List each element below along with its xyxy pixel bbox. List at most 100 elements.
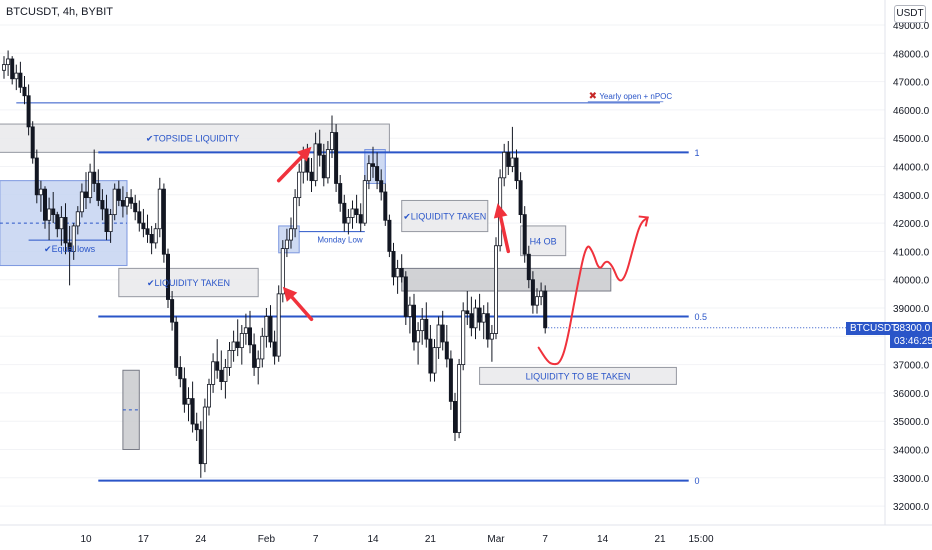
- candle-body: [18, 72, 23, 88]
- time-tick-label: 17: [138, 534, 150, 545]
- zone-label: LIQUIDITY TO BE TAKEN: [526, 371, 631, 381]
- time-tick-label: 7: [313, 534, 319, 545]
- candle-body: [407, 304, 412, 317]
- candle-body: [502, 151, 507, 179]
- candle-body: [63, 217, 68, 244]
- candle-body: [239, 333, 244, 349]
- arrow-head: [493, 203, 508, 219]
- candle-body: [190, 398, 195, 425]
- arrows: [276, 146, 511, 322]
- candle-body: [293, 197, 298, 230]
- time-tick-label: Feb: [258, 534, 276, 545]
- fib-level-label: 1: [694, 148, 699, 158]
- candle-body: [227, 350, 232, 368]
- price-tick-label: 34000.0: [893, 446, 930, 457]
- price-tick-label: 32000.0: [893, 502, 930, 513]
- candle-body: [276, 293, 281, 357]
- symbol-title: BTCUSDT, 4h, BYBIT: [6, 6, 113, 18]
- candle-body: [272, 341, 277, 357]
- candle-body: [428, 338, 433, 374]
- candle-body: [518, 180, 523, 216]
- candle-body: [178, 367, 183, 380]
- candle-body: [137, 211, 142, 224]
- candle-body: [206, 384, 211, 408]
- candle-body: [14, 72, 19, 80]
- arrow-head: [296, 146, 312, 162]
- zone-label: ✔LIQUIDITY TAKEN: [403, 212, 486, 222]
- candle-body: [481, 313, 486, 323]
- arrow-shaft: [498, 215, 511, 254]
- zone-labels: ✔TOPSIDE LIQUIDITY ✔Equal lows ✔LIQUIDITY …: [44, 91, 707, 486]
- candle-body: [51, 208, 56, 216]
- candle-body: [96, 183, 101, 201]
- candle-body: [514, 157, 519, 182]
- time-tick-label: 14: [367, 534, 379, 545]
- arrow-head: [282, 286, 298, 302]
- price-tick-label: 45000.0: [893, 134, 930, 145]
- candle-body: [47, 208, 52, 221]
- candle-body: [145, 228, 150, 235]
- zone-label: ✔LIQUIDITY TAKEN: [147, 278, 230, 288]
- currency-button[interactable]: USDT: [894, 5, 926, 23]
- candle-body: [325, 149, 330, 179]
- projection: [537, 215, 649, 366]
- candle-body: [350, 208, 355, 218]
- candle-body: [477, 307, 482, 323]
- candle-body: [362, 180, 367, 224]
- time-tick-label: 21: [425, 534, 437, 545]
- candles: [2, 50, 548, 478]
- candle-body: [461, 310, 466, 365]
- candle-body: [129, 197, 134, 204]
- candle-body: [157, 188, 162, 230]
- candle-body: [469, 313, 474, 329]
- candle-body: [215, 361, 220, 371]
- time-tick-label: 10: [80, 534, 92, 545]
- candle-body: [256, 358, 261, 368]
- candle-body: [297, 171, 302, 199]
- candle-body: [174, 321, 179, 368]
- price-axis[interactable]: 49000.0 48000.0 47000.0 46000.0 45000.0 44000…: [884, 0, 930, 525]
- candle-body: [288, 228, 293, 241]
- candle-body: [535, 296, 540, 306]
- candle-body: [104, 208, 109, 232]
- candle-body: [543, 290, 548, 329]
- price-tick-label: 47000.0: [893, 78, 930, 89]
- zone-box: [118, 267, 259, 298]
- candle-body: [30, 126, 35, 159]
- candle-body: [235, 341, 240, 349]
- zone-box: [479, 366, 677, 385]
- candle-body: [309, 171, 314, 182]
- fib-level-label: 0: [694, 476, 699, 486]
- price-tick-label: 36000.0: [893, 389, 930, 400]
- candle-body: [383, 191, 388, 221]
- price-tag-countdown: 03:46:25: [890, 335, 932, 348]
- candle-body: [420, 318, 425, 332]
- zone-label: ✔TOPSIDE LIQUIDITY: [146, 134, 239, 144]
- candle-body: [202, 406, 207, 465]
- candle-body: [92, 171, 97, 184]
- candle-body: [424, 318, 429, 340]
- candle-body: [436, 324, 441, 349]
- price-tick-label: 44000.0: [893, 163, 930, 174]
- candle-body: [59, 217, 64, 230]
- candle-body: [67, 242, 72, 252]
- candle-body: [489, 333, 494, 340]
- candle-body: [182, 378, 187, 405]
- candle-body: [338, 183, 343, 204]
- candle-body: [108, 214, 113, 232]
- zone-box: [278, 225, 300, 254]
- price-tick-label: 35000.0: [893, 417, 930, 428]
- candle-body: [260, 335, 265, 360]
- candle-body: [125, 197, 130, 207]
- candle-body: [55, 214, 60, 230]
- time-axis[interactable]: 10 17 24 Feb 7 14 21 Mar 7 14 21 15:00: [0, 524, 932, 545]
- candle-body: [457, 364, 462, 433]
- candle-body: [387, 219, 392, 252]
- candle-body: [120, 200, 125, 207]
- candle-body: [219, 369, 224, 382]
- candle-body: [448, 358, 453, 402]
- candle-body: [112, 188, 117, 216]
- candle-body: [247, 327, 252, 346]
- zone-box: [401, 199, 489, 233]
